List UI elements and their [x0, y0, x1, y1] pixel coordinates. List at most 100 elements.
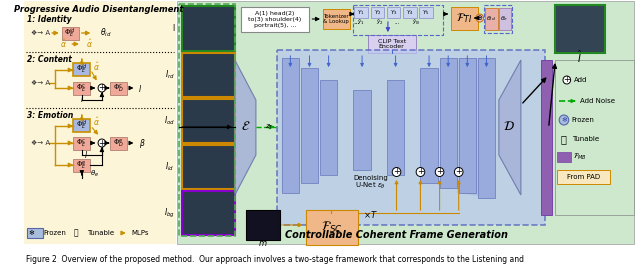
- FancyBboxPatch shape: [73, 82, 90, 95]
- FancyBboxPatch shape: [109, 137, 127, 150]
- Text: Denoising: Denoising: [353, 175, 388, 181]
- Text: $\mathcal{D}$: $\mathcal{D}$: [504, 120, 515, 133]
- Text: Tunable: Tunable: [86, 230, 114, 236]
- Text: $I_{bg}$: $I_{bg}$: [164, 206, 175, 219]
- Text: A(1) head(2): A(1) head(2): [255, 10, 295, 16]
- Text: $\hat{y}_2$: $\hat{y}_2$: [376, 17, 383, 27]
- Text: $Y_5$: $Y_5$: [422, 8, 430, 17]
- FancyBboxPatch shape: [282, 58, 299, 193]
- Text: $\Phi_E^{id}$: $\Phi_E^{id}$: [76, 63, 88, 76]
- FancyBboxPatch shape: [355, 7, 368, 18]
- Text: $l$: $l$: [84, 149, 88, 159]
- Text: +: +: [417, 168, 424, 177]
- FancyBboxPatch shape: [368, 35, 415, 53]
- FancyBboxPatch shape: [61, 27, 79, 40]
- Circle shape: [563, 76, 571, 84]
- Text: $Y_3$: $Y_3$: [390, 8, 397, 17]
- FancyBboxPatch shape: [306, 210, 358, 245]
- Polygon shape: [282, 58, 299, 193]
- FancyBboxPatch shape: [459, 58, 476, 193]
- FancyBboxPatch shape: [73, 137, 90, 150]
- Text: $\theta_e$: $\theta_e$: [90, 169, 99, 179]
- FancyBboxPatch shape: [182, 145, 235, 189]
- FancyBboxPatch shape: [420, 68, 438, 183]
- FancyBboxPatch shape: [73, 159, 90, 172]
- Text: $z_T$: $z_T$: [266, 122, 275, 132]
- Text: $l$: $l$: [138, 82, 142, 93]
- FancyBboxPatch shape: [177, 1, 634, 244]
- Circle shape: [98, 84, 106, 92]
- Text: $\hat{I}$: $\hat{I}$: [577, 49, 583, 65]
- FancyBboxPatch shape: [241, 7, 310, 32]
- Text: Frozen: Frozen: [44, 230, 67, 236]
- Circle shape: [392, 168, 401, 177]
- Text: $I_{rd}$: $I_{rd}$: [164, 69, 175, 81]
- Text: Figure 2  Overview of the proposed method.  Our approach involves a two-stage fr: Figure 2 Overview of the proposed method…: [26, 256, 524, 265]
- FancyBboxPatch shape: [73, 63, 90, 76]
- Text: ❖→ A: ❖→ A: [31, 30, 51, 36]
- Text: $\hat{\alpha}$: $\hat{\alpha}$: [86, 38, 93, 50]
- Text: 🔥: 🔥: [74, 229, 78, 238]
- Text: $\theta_{id}$: $\theta_{id}$: [100, 27, 111, 39]
- FancyBboxPatch shape: [557, 170, 610, 184]
- Text: ⊕: ⊕: [477, 15, 483, 21]
- FancyBboxPatch shape: [486, 8, 498, 30]
- Text: +: +: [563, 76, 570, 85]
- Text: $\Phi_E^c$: $\Phi_E^c$: [77, 82, 87, 94]
- FancyBboxPatch shape: [556, 5, 605, 53]
- Text: $Y_2$: $Y_2$: [374, 8, 381, 17]
- Text: $\mathcal{F}_{SC}$: $\mathcal{F}_{SC}$: [321, 219, 342, 235]
- Text: Add Noise: Add Noise: [580, 98, 615, 104]
- Text: Add: Add: [573, 77, 587, 83]
- Text: I: I: [172, 24, 175, 33]
- Text: From PAD: From PAD: [566, 174, 600, 180]
- Text: $\hat{y}_1$: $\hat{y}_1$: [357, 17, 365, 27]
- Text: ...: ...: [353, 19, 360, 25]
- Text: $\Phi_E^{id}$: $\Phi_E^{id}$: [64, 27, 76, 40]
- FancyBboxPatch shape: [557, 152, 571, 162]
- Text: 2: Content: 2: Content: [28, 55, 72, 64]
- Text: ❖→ A: ❖→ A: [31, 140, 51, 146]
- FancyBboxPatch shape: [301, 68, 318, 183]
- Text: to(3) shoulder(4): to(3) shoulder(4): [248, 17, 301, 22]
- Text: $\Phi_E^c$: $\Phi_E^c$: [77, 138, 87, 150]
- Text: $\mathcal{F}_{TI}$: $\mathcal{F}_{TI}$: [456, 11, 472, 25]
- Text: Controllable Coherent Frame Generation: Controllable Coherent Frame Generation: [285, 230, 508, 240]
- FancyBboxPatch shape: [182, 6, 235, 51]
- FancyBboxPatch shape: [323, 9, 349, 29]
- Text: Frozen: Frozen: [572, 117, 595, 123]
- Text: $\hat{y}_N$: $\hat{y}_N$: [412, 17, 420, 27]
- Text: $\times T$: $\times T$: [364, 209, 378, 221]
- Circle shape: [416, 168, 425, 177]
- Text: Tokenizer
& Lookup: Tokenizer & Lookup: [323, 14, 349, 24]
- Circle shape: [559, 115, 569, 125]
- Text: $\hat{\alpha}$: $\hat{\alpha}$: [60, 38, 67, 50]
- FancyBboxPatch shape: [541, 60, 552, 215]
- Text: $\Phi_D^c$: $\Phi_D^c$: [113, 82, 124, 94]
- Text: $\beta$: $\beta$: [140, 136, 146, 150]
- FancyBboxPatch shape: [109, 82, 127, 95]
- FancyBboxPatch shape: [277, 50, 545, 225]
- Text: $\mathcal{E}$: $\mathcal{E}$: [241, 120, 250, 133]
- Text: $\theta_{id}$: $\theta_{id}$: [486, 14, 496, 23]
- Text: ❄: ❄: [28, 230, 34, 236]
- FancyBboxPatch shape: [353, 90, 371, 170]
- FancyBboxPatch shape: [320, 80, 337, 175]
- FancyBboxPatch shape: [371, 7, 384, 18]
- FancyBboxPatch shape: [28, 228, 43, 238]
- Text: $\hat{\alpha}$: $\hat{\alpha}$: [93, 116, 100, 128]
- Polygon shape: [499, 60, 521, 195]
- Text: portrait(5), ...: portrait(5), ...: [254, 23, 296, 28]
- Text: 1: Identity: 1: Identity: [28, 14, 72, 23]
- Text: $I_{id}$: $I_{id}$: [165, 161, 175, 173]
- Text: $\Phi_E^{id}$: $\Phi_E^{id}$: [76, 119, 88, 132]
- Text: +: +: [99, 138, 106, 147]
- Text: $\Phi_D^e$: $\Phi_D^e$: [113, 138, 124, 150]
- Text: Tunable: Tunable: [572, 136, 598, 142]
- FancyBboxPatch shape: [24, 1, 175, 244]
- Text: MLPs: MLPs: [132, 230, 149, 236]
- Circle shape: [98, 139, 106, 147]
- FancyBboxPatch shape: [499, 8, 511, 30]
- Text: CLIP Text
Encoder: CLIP Text Encoder: [378, 38, 406, 49]
- FancyBboxPatch shape: [246, 210, 280, 240]
